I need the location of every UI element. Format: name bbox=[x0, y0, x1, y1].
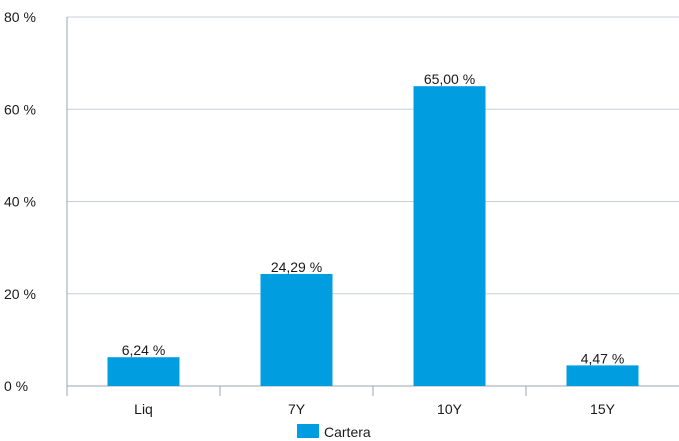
legend[interactable]: Cartera bbox=[297, 424, 371, 440]
data-label-liq: 6,24 % bbox=[122, 342, 166, 358]
y-tick-label: 40 % bbox=[4, 194, 36, 210]
legend-label-cartera: Cartera bbox=[324, 424, 371, 440]
data-label-10y: 65,00 % bbox=[424, 71, 475, 87]
data-labels: 6,24 % 24,29 % 65,00 % 4,47 % bbox=[122, 71, 625, 366]
y-tick-label: 0 % bbox=[4, 378, 28, 394]
bar-7y[interactable] bbox=[260, 273, 333, 386]
bar-10y[interactable] bbox=[413, 86, 486, 386]
bar-15y[interactable] bbox=[566, 365, 639, 386]
x-tick-label-15y: 15Y bbox=[590, 401, 616, 417]
data-label-7y: 24,29 % bbox=[271, 259, 322, 275]
y-axis-ticks: 0 % 20 % 40 % 60 % 80 % bbox=[4, 9, 36, 394]
y-tick-label: 20 % bbox=[4, 286, 36, 302]
x-tick-label-7y: 7Y bbox=[288, 401, 306, 417]
y-tick-label: 60 % bbox=[4, 101, 36, 117]
axes bbox=[66, 17, 679, 396]
grid-lines bbox=[67, 16, 679, 295]
data-label-15y: 4,47 % bbox=[581, 350, 625, 366]
y-tick-label: 80 % bbox=[4, 9, 36, 25]
bar-liq[interactable] bbox=[107, 357, 180, 386]
bars bbox=[107, 86, 639, 386]
legend-swatch-cartera bbox=[297, 424, 319, 438]
x-tick-label-10y: 10Y bbox=[437, 401, 463, 417]
x-tick-label-liq: Liq bbox=[134, 401, 153, 417]
x-axis-ticks: Liq 7Y 10Y 15Y bbox=[134, 401, 615, 417]
